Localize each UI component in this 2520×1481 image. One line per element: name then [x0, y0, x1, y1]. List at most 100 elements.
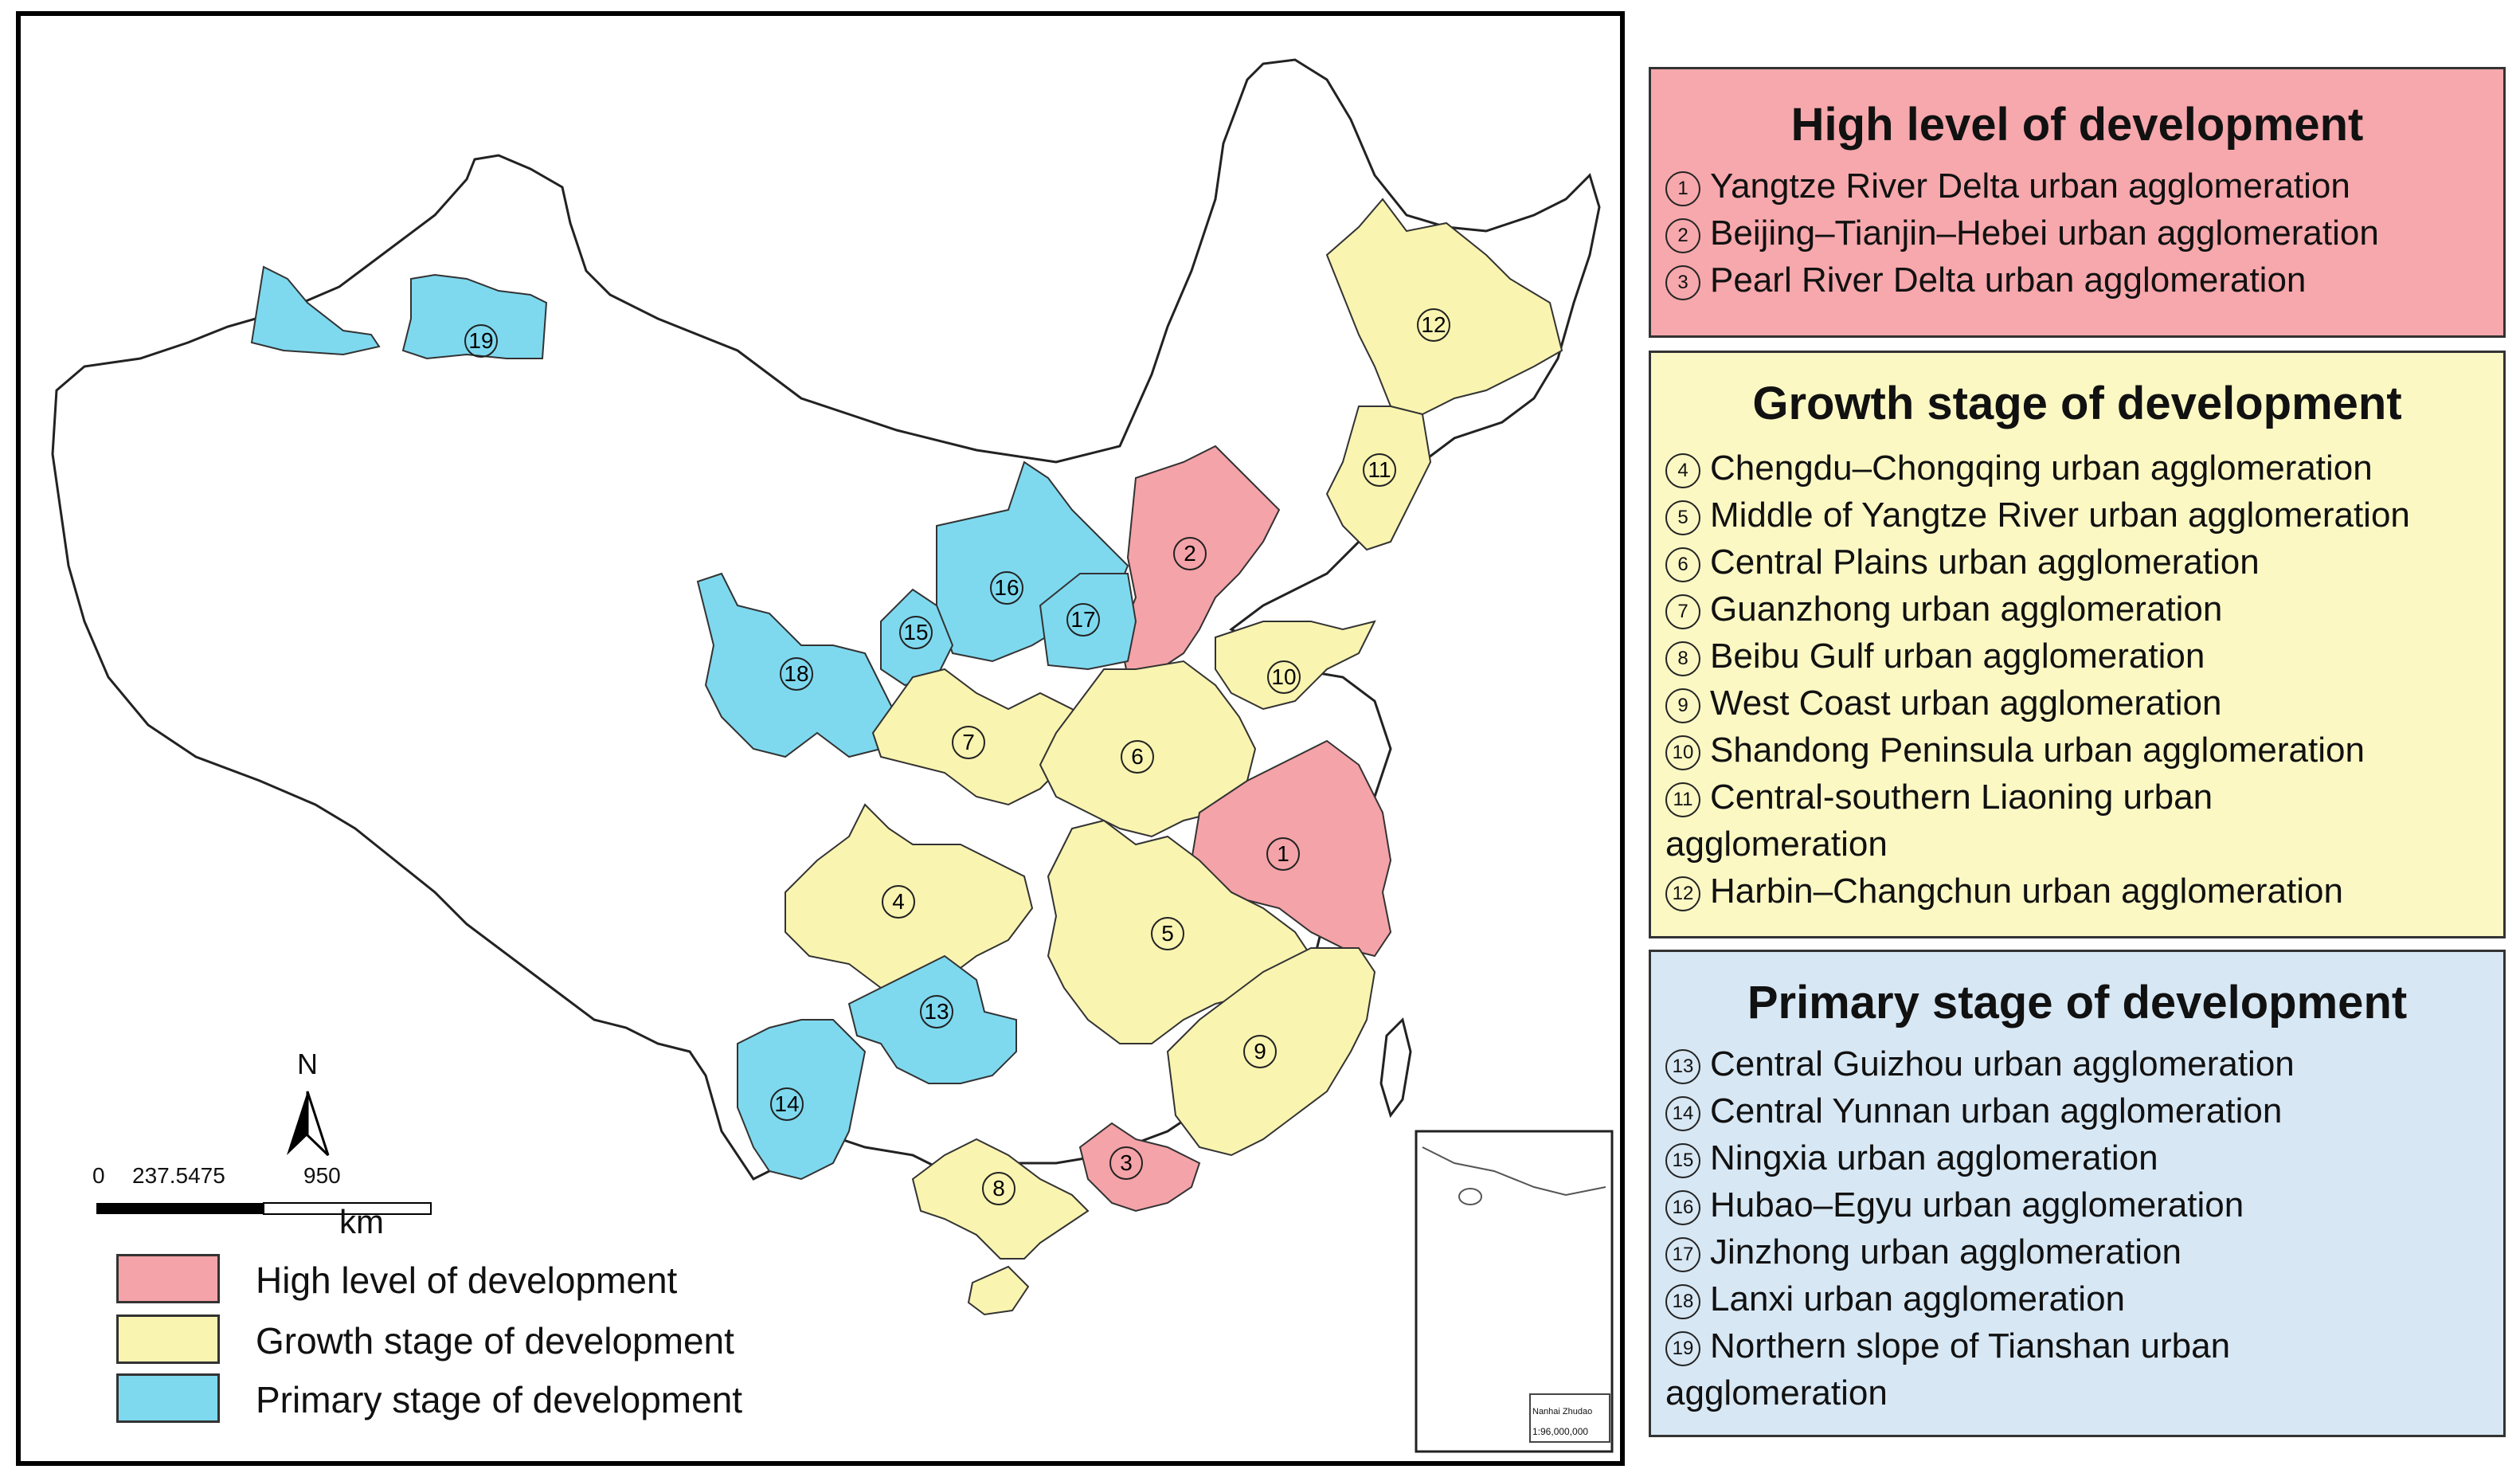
list-item: 9 West Coast urban agglomeration [1665, 680, 2503, 727]
region-number: 12 [1421, 312, 1446, 337]
list-item: 6 Central Plains urban agglomeration [1665, 539, 2503, 586]
hainan-island [967, 1265, 1030, 1316]
region-15 [880, 588, 954, 687]
item-name: Jinzhong urban agglomeration [1710, 1232, 2182, 1271]
item-number: 13 [1665, 1049, 1700, 1084]
panel-primary-list: 13 Central Guizhou urban agglomeration 14… [1651, 1040, 2503, 1416]
item-number: 4 [1665, 453, 1700, 488]
region-17 [1039, 573, 1137, 671]
item-name: Pearl River Delta urban agglomeration [1710, 261, 2307, 300]
region-4 [785, 803, 1034, 997]
list-item: 2 Beijing–Tianjin–Hebei urban agglomerati… [1665, 210, 2503, 257]
list-item: 15 Ningxia urban agglomeration [1665, 1134, 2503, 1181]
region-number: 11 [1368, 457, 1391, 482]
region-label-3: 3 [1109, 1146, 1143, 1180]
item-number: 15 [1665, 1143, 1700, 1178]
panel-growth-stage: Growth stage of development 4 Chengdu–Cho… [1649, 351, 2506, 938]
north-arrow-label: N [297, 1048, 318, 1080]
panel-primary-stage: Primary stage of development 13 Central G… [1649, 950, 2506, 1437]
region-number: 6 [1131, 744, 1144, 769]
taiwan-island [1379, 1017, 1412, 1119]
region-label-1: 1 [1266, 837, 1300, 871]
list-item: 7 Guanzhong urban agglomeration [1665, 586, 2503, 633]
list-item: 11 Central-southern Liaoning urban agglom… [1665, 774, 2318, 868]
region-label-17: 17 [1066, 603, 1100, 637]
list-item: 18 Lanxi urban agglomeration [1665, 1275, 2503, 1322]
region-label-14: 14 [770, 1087, 804, 1121]
list-item: 17 Jinzhong urban agglomeration [1665, 1228, 2503, 1275]
legend-label-primary: Primary stage of development [256, 1379, 743, 1420]
region-label-10: 10 [1267, 660, 1301, 694]
region-number: 15 [903, 620, 928, 645]
item-number: 12 [1665, 876, 1700, 911]
inset-name: Nanhai Zhudao [1532, 1407, 1593, 1416]
item-name: Chengdu–Chongqing urban agglomeration [1710, 449, 2373, 488]
region-label-19: 19 [464, 324, 498, 358]
region-number: 18 [784, 661, 808, 686]
item-number: 18 [1665, 1284, 1700, 1319]
item-name: Shandong Peninsula urban agglomeration [1710, 731, 2365, 770]
region-14 [737, 1019, 867, 1181]
list-item: 4 Chengdu–Chongqing urban agglomeration [1665, 445, 2503, 492]
item-number: 3 [1665, 265, 1700, 300]
region-label-11: 11 [1363, 453, 1396, 487]
panel-high-list: 1 Yangtze River Delta urban agglomeration… [1651, 163, 2503, 304]
region-8 [911, 1138, 1090, 1260]
item-number: 6 [1665, 547, 1700, 582]
region-label-4: 4 [882, 885, 915, 919]
item-name: Beibu Gulf urban agglomeration [1710, 637, 2205, 676]
panel-high-title: High level of development [1790, 99, 2364, 151]
region-label-9: 9 [1243, 1035, 1277, 1068]
panel-growth-title: Growth stage of development [1752, 378, 2402, 429]
item-name: Northern slope of Tianshan urban agglome… [1665, 1326, 2231, 1412]
item-name: Guanzhong urban agglomeration [1710, 590, 2223, 629]
item-name: Central Plains urban agglomeration [1710, 543, 2260, 582]
region-label-7: 7 [952, 726, 985, 759]
item-name: Central-southern Liaoning urban agglomer… [1665, 778, 2213, 864]
region-19 [250, 265, 548, 360]
scale-bar-label-2: 950 [303, 1163, 341, 1188]
list-item: 1 Yangtze River Delta urban agglomeration [1665, 163, 2503, 210]
item-number: 17 [1665, 1237, 1700, 1272]
list-item: 16 Hubao–Egyu urban agglomeration [1665, 1181, 2503, 1228]
item-number: 1 [1665, 171, 1700, 206]
item-number: 8 [1665, 641, 1700, 676]
list-item: 12 Harbin–Changchun urban agglomeration [1665, 868, 2503, 915]
region-label-5: 5 [1151, 917, 1184, 950]
inset-scale: 1:96,000,000 [1532, 1426, 1589, 1437]
region-label-2: 2 [1173, 537, 1207, 570]
region-number: 9 [1254, 1039, 1266, 1064]
region-number: 13 [924, 999, 949, 1024]
panel-primary-title: Primary stage of development [1747, 977, 2408, 1028]
item-number: 16 [1665, 1190, 1700, 1225]
legend-swatch-primary [116, 1373, 220, 1423]
map-frame: 1 2 3 4 5 6 7 8 9 10 11 12 13 14 15 16 17 18 19 0 237.5475… [16, 11, 1625, 1466]
region-number: 1 [1277, 841, 1289, 866]
list-item: 8 Beibu Gulf urban agglomeration [1665, 633, 2503, 680]
region-number: 17 [1070, 607, 1095, 632]
item-number: 11 [1665, 782, 1700, 817]
north-arrow-icon [287, 1091, 330, 1157]
legend-swatch-growth [116, 1314, 220, 1364]
item-number: 7 [1665, 594, 1700, 629]
region-number: 14 [774, 1091, 799, 1116]
list-item: 13 Central Guizhou urban agglomeration [1665, 1040, 2503, 1087]
item-name: Central Guizhou urban agglomeration [1710, 1044, 2295, 1083]
item-number: 5 [1665, 500, 1700, 535]
item-name: Middle of Yangtze River urban agglomerat… [1710, 496, 2410, 535]
region-label-6: 6 [1121, 740, 1154, 774]
item-number: 14 [1665, 1096, 1700, 1131]
panel-growth-list: 4 Chengdu–Chongqing urban agglomeration 5… [1651, 445, 2503, 915]
legend-label-growth: Growth stage of development [256, 1320, 734, 1362]
list-item: 19 Northern slope of Tianshan urban agglo… [1665, 1322, 2318, 1416]
legend-label-high: High level of development [256, 1260, 678, 1301]
region-number: 3 [1120, 1150, 1133, 1175]
scale-bar-label-1: 237.5475 [132, 1163, 225, 1188]
panel-high-level: High level of development 1 Yangtze River… [1649, 67, 2506, 338]
item-name: Lanxi urban agglomeration [1710, 1279, 2126, 1318]
list-item: 5 Middle of Yangtze River urban agglomera… [1665, 492, 2503, 539]
inset-map [1415, 1130, 1614, 1453]
region-label-15: 15 [899, 616, 933, 649]
region-number: 16 [994, 575, 1019, 600]
